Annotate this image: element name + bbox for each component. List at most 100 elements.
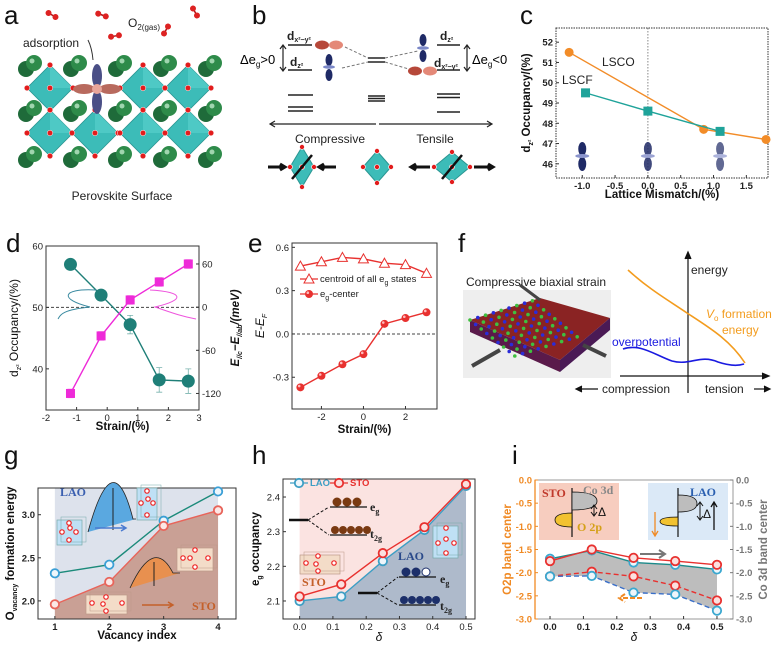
y-axis-label: Ovacancy formation energy xyxy=(5,486,19,620)
fill-region xyxy=(299,485,467,619)
label-segment: Occupancy/(%) xyxy=(521,53,533,139)
x-tick-label: 0.2 xyxy=(610,622,623,633)
label-segment: g xyxy=(257,575,264,579)
data-point xyxy=(628,552,639,563)
x-tick-label: 0.0 xyxy=(543,622,556,633)
annotation-label: Δ xyxy=(703,507,711,521)
label-segment: d xyxy=(7,370,21,377)
data-point xyxy=(628,587,639,598)
x-tick-label: -2 xyxy=(42,413,50,424)
chart-h: 0.0 0.1 0.2 0.3 0.4 0.5 2.1 2.2 2.3 2.4 δ eg occupa… xyxy=(250,477,476,644)
dx2y2-orbital-icon xyxy=(315,40,437,76)
data-point xyxy=(94,288,108,302)
label-segment: O xyxy=(5,611,17,620)
energy-barrier-icon xyxy=(129,557,180,589)
label-segment: Co 3d band center xyxy=(758,499,770,600)
y-axis-label: dz² Occupancy/(%) xyxy=(521,53,535,152)
data-point xyxy=(63,257,77,271)
o2p-band-icon xyxy=(659,516,679,527)
label-segment: /(meV) xyxy=(230,289,242,325)
data-point xyxy=(581,88,591,98)
x-tick-label: 0.4 xyxy=(426,622,439,633)
down-arrow-icon xyxy=(651,512,659,538)
y-tick-label: 2.1 xyxy=(267,596,280,607)
data-point xyxy=(357,252,370,264)
panel-label-d: d xyxy=(6,228,20,258)
x-tick-label: 0 xyxy=(105,413,110,424)
o2-gas-label: O2(gas) xyxy=(128,16,160,32)
y-axis-label: E-EF xyxy=(253,313,269,338)
data-point xyxy=(296,383,305,392)
chart-e: -2 0 2-0.30.00.30.6Strain/(%)E-EFcentroid … xyxy=(253,242,438,436)
dz2-orbital-icon xyxy=(640,142,655,171)
data-point xyxy=(294,591,305,602)
data-point xyxy=(49,568,60,579)
y-axis-label: eg occupancy xyxy=(250,511,264,586)
data-point xyxy=(377,548,388,559)
co3d-band-icon xyxy=(677,494,698,513)
label-segment: z² xyxy=(16,364,23,371)
overpotential-label: overpotential xyxy=(612,335,681,349)
label-segment: centroid of all e xyxy=(320,274,384,285)
data-point xyxy=(420,267,433,278)
data-point xyxy=(711,605,723,616)
data-point xyxy=(670,589,681,600)
annotation-label: STO xyxy=(302,575,326,589)
label-segment: vacancy xyxy=(12,584,19,612)
data-point xyxy=(305,290,313,298)
annotation-label: t2g xyxy=(370,527,382,543)
plot-frame xyxy=(291,242,438,410)
x-tick-label: 0.3 xyxy=(393,622,406,633)
label-segment: O2p band center xyxy=(502,504,514,595)
data-point xyxy=(670,580,681,591)
x-tick-label: 0.1 xyxy=(577,622,591,633)
x-tick-label: 0.5 xyxy=(459,622,472,633)
y2-tick-label: -120 xyxy=(202,389,221,400)
annotation-label: O 2p xyxy=(577,520,602,534)
strain-arrow-icon xyxy=(408,162,496,172)
annotation-label: eg xyxy=(440,572,449,588)
adsorption-orbital-icon xyxy=(73,64,121,114)
label-segment: formation energy xyxy=(5,486,17,584)
y-axis-label: O2p band center xyxy=(502,504,514,595)
y2-axis-label: Co 3d band center xyxy=(758,499,770,600)
x-tick-label: 0.4 xyxy=(677,622,691,633)
annotation-label: LAO xyxy=(398,549,424,563)
data-point xyxy=(212,486,224,497)
x-axis-label: Lattice Mismatch/(%) xyxy=(605,189,720,201)
electron-icon xyxy=(424,596,432,604)
compressive-biaxial-strain-title: Compressive biaxial strain xyxy=(466,275,606,289)
y-tick-label: 60 xyxy=(32,242,43,253)
label-segment: δ xyxy=(376,630,383,644)
data-point xyxy=(336,579,347,590)
y2-tick-label: -1.0 xyxy=(736,522,752,533)
x-axis-label: Strain/(%) xyxy=(96,421,150,433)
electron-icon xyxy=(331,526,339,534)
x-tick-label: 1 xyxy=(52,622,58,633)
x-tick-label: 1.0 xyxy=(707,181,720,192)
y2-tick-label: 0 xyxy=(202,303,207,314)
panel-label-g: g xyxy=(4,440,18,470)
x-tick-label: 0.0 xyxy=(293,622,306,633)
label-segment: d xyxy=(521,146,533,153)
data-point xyxy=(715,126,725,136)
y-tick-label: 46 xyxy=(542,159,553,170)
annotation-label: LSCO xyxy=(602,55,635,69)
y-tick-label: 2.2 xyxy=(267,562,280,573)
y-tick-label: 0.3 xyxy=(276,286,289,297)
data-point xyxy=(125,295,135,305)
y2-tick-label: -0.5 xyxy=(736,499,753,510)
label-segment: g xyxy=(384,280,388,287)
annotation-label: STO xyxy=(192,599,216,613)
annotation-label: t2g xyxy=(440,599,452,615)
data-point xyxy=(586,570,597,582)
y-tick-label: 2.4 xyxy=(267,493,280,504)
y-tick-label: 3.0 xyxy=(22,510,35,521)
label-segment: E-E xyxy=(253,317,267,338)
strained-lattice-image xyxy=(463,283,611,378)
panel-label-e: e xyxy=(248,228,262,258)
o2-molecule-icon xyxy=(108,32,122,40)
legend-label: STO xyxy=(350,478,369,489)
label-segment: STO xyxy=(350,478,369,489)
